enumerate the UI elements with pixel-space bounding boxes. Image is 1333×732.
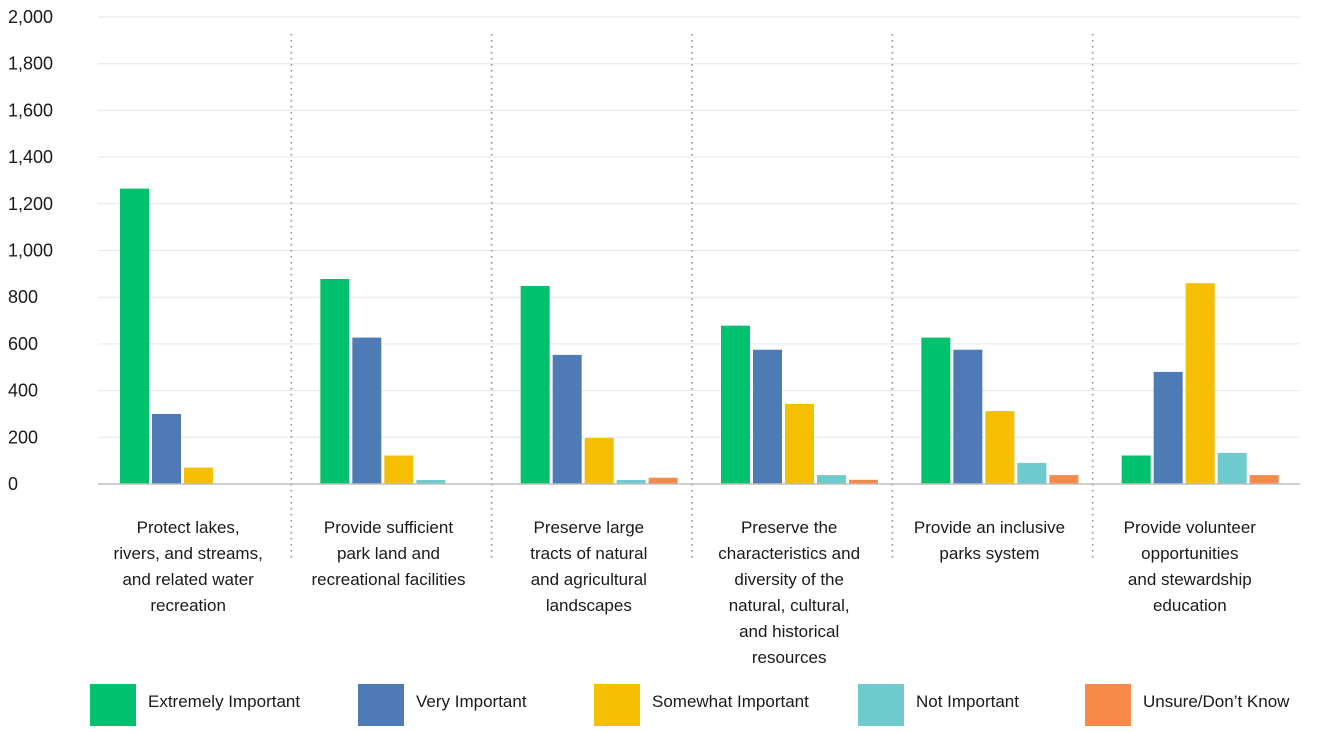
y-tick-label: 1,600 <box>8 100 53 120</box>
y-tick-label: 1,000 <box>8 241 53 261</box>
category-label: resources <box>752 648 827 667</box>
legend-swatch <box>594 684 640 726</box>
bar-not-important <box>817 475 846 484</box>
bar-extremely-important <box>520 285 550 484</box>
bar-not-important <box>416 480 446 484</box>
bar-unsure-don-t-know <box>648 477 678 484</box>
category-label: opportunities <box>1141 544 1238 563</box>
bar-somewhat-important <box>985 411 1015 484</box>
category-label: park land and <box>337 544 440 563</box>
bar-somewhat-important <box>184 467 213 484</box>
legend-label: Not Important <box>916 692 1019 711</box>
bar-very-important <box>1153 371 1183 484</box>
category-label: and stewardship <box>1128 570 1252 589</box>
legend-label: Somewhat Important <box>652 692 809 711</box>
category-label: characteristics and <box>718 544 860 563</box>
y-tick-label: 800 <box>8 287 38 307</box>
category-label: Provide an inclusive <box>914 518 1065 537</box>
y-tick-label: 200 <box>8 427 38 447</box>
legend-swatch <box>1085 684 1131 726</box>
bar-very-important <box>152 413 181 484</box>
category-label: and related water <box>122 570 254 589</box>
category-label: Preserve the <box>741 518 837 537</box>
category-label: Protect lakes, <box>137 518 240 537</box>
legend-label: Very Important <box>416 692 527 711</box>
category-label: tracts of natural <box>530 544 647 563</box>
y-tick-label: 600 <box>8 334 38 354</box>
category-label: Provide volunteer <box>1124 518 1257 537</box>
category-label: recreation <box>150 596 226 615</box>
bar-very-important <box>552 354 582 484</box>
category-dividers <box>290 34 1094 560</box>
legend-label: Extremely Important <box>148 692 300 711</box>
gridlines <box>98 16 1300 438</box>
bar-extremely-important <box>320 278 350 484</box>
category-label: parks system <box>939 544 1039 563</box>
bar-unsure-don-t-know <box>849 479 878 484</box>
bar-very-important <box>753 349 782 484</box>
bar-very-important <box>352 337 382 484</box>
y-tick-label: 0 <box>8 474 18 494</box>
bar-not-important <box>616 480 646 484</box>
bar-very-important <box>953 349 983 484</box>
category-label: diversity of the <box>734 570 844 589</box>
category-label: rivers, and streams, <box>114 544 263 563</box>
category-label: landscapes <box>546 596 632 615</box>
y-tick-label: 1,400 <box>8 147 53 167</box>
category-label: recreational facilities <box>311 570 465 589</box>
bar-unsure-don-t-know <box>1249 475 1279 484</box>
category-label: Preserve large <box>534 518 645 537</box>
legend-swatch <box>90 684 136 726</box>
category-label: natural, cultural, <box>729 596 850 615</box>
bar-unsure-don-t-know <box>1049 475 1079 484</box>
category-label: and agricultural <box>531 570 647 589</box>
bar-somewhat-important <box>384 455 414 484</box>
legend-swatch <box>358 684 404 726</box>
bar-somewhat-important <box>1185 283 1215 484</box>
y-tick-label: 400 <box>8 381 38 401</box>
bar-extremely-important <box>721 325 750 484</box>
y-tick-label: 2,000 <box>8 7 53 27</box>
bar-extremely-important <box>921 337 951 484</box>
category-label: Provide sufficient <box>324 518 453 537</box>
y-axis-ticks: 0 200 400 600 800 1,000 1,200 1,400 1,600 1,800 2,… <box>8 7 53 494</box>
y-tick-label: 1,200 <box>8 194 53 214</box>
category-label: education <box>1153 596 1227 615</box>
legend-swatch <box>858 684 904 726</box>
bar-not-important <box>1217 452 1247 484</box>
bar-extremely-important <box>1121 455 1151 484</box>
bar-somewhat-important <box>785 403 814 484</box>
y-tick-label: 1,800 <box>8 54 53 74</box>
bar-extremely-important <box>120 188 149 484</box>
legend-label: Unsure/Don’t Know <box>1143 692 1290 711</box>
legend: Extremely Important Very Important Somewha… <box>90 684 1290 726</box>
bar-somewhat-important <box>584 438 614 484</box>
bars <box>120 188 1279 484</box>
category-label: and historical <box>739 622 839 641</box>
category-labels: Protect lakes, rivers, and streams, and re… <box>114 518 1257 667</box>
bar-not-important <box>1017 462 1047 484</box>
